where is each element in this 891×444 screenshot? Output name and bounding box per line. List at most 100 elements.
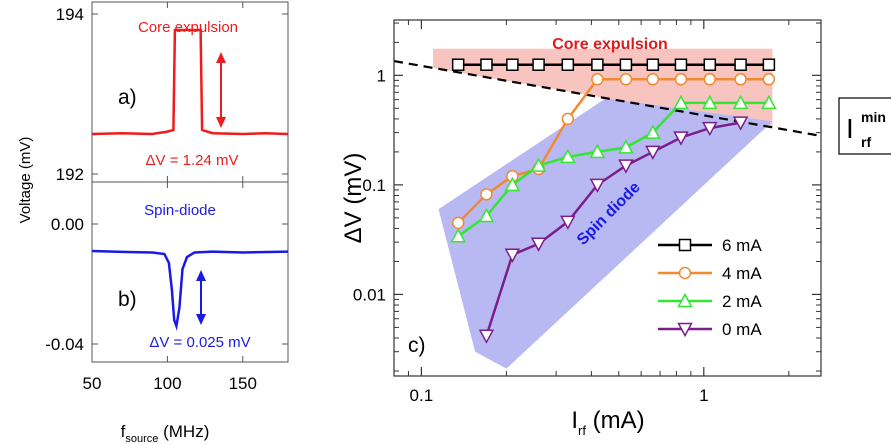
data-point: [734, 58, 747, 71]
panel-b-double-arrow: [196, 270, 206, 325]
legend-label: 4 mA: [722, 264, 762, 283]
data-point: [589, 178, 606, 193]
panel-ab-xtick-label: 100: [153, 374, 181, 393]
panel-b-yticks: 0.00 -0.04: [45, 215, 288, 354]
panel-b-annotation: ΔV = 0.025 mV: [149, 334, 250, 351]
panel-a-trace: [91, 28, 289, 136]
data-point: [506, 58, 519, 71]
data-point: [618, 159, 634, 174]
legend-label: 6 mA: [722, 236, 762, 255]
panel-b-frame: [91, 181, 289, 363]
data-point: [504, 176, 521, 192]
data-point: [451, 216, 465, 230]
panel-a: 194 192 Core expulsion a) ΔV = 1.24 mV: [56, 1, 289, 184]
data-point: [618, 139, 634, 154]
data-point: [646, 73, 660, 86]
panel-c: Core expulsion Spin diode 0.1 110.10.01 c…: [353, 19, 822, 405]
data-point: [561, 58, 575, 71]
legend-label: 2 mA: [722, 292, 762, 311]
panel-c-ytick-label: 0.01: [353, 285, 386, 304]
threshold-label-box: I min rf: [838, 97, 891, 155]
data-point: [480, 188, 493, 201]
legend-item: 4 mA: [658, 264, 762, 283]
panel-ab-xtick-label: 150: [229, 374, 257, 393]
legend-item: 6 mA: [658, 236, 762, 255]
panel-c-ylabel: ΔV (mV): [340, 153, 367, 244]
panel-c-ticks: 0.1 1 1 0.1 0.01: [353, 20, 821, 405]
data-point: [478, 329, 495, 344]
panel-c-label: c): [408, 334, 426, 357]
panel-a-double-arrow: [216, 52, 226, 128]
data-point: [560, 148, 576, 164]
series-line: [485, 121, 741, 337]
panel-a-yticks: 194 192: [56, 5, 288, 184]
panel-c-xtick-label: 1: [699, 386, 708, 405]
data-point: [591, 73, 604, 86]
data-point: [591, 58, 604, 71]
data-point: [645, 145, 661, 160]
legend-label: 0 mA: [722, 320, 762, 339]
data-point: [673, 131, 689, 146]
data-point: [504, 248, 521, 263]
panel-b-trace: [91, 249, 289, 331]
data-point: [532, 58, 545, 71]
data-point: [762, 73, 776, 86]
data-point: [703, 73, 717, 86]
data-point: [560, 215, 576, 230]
data-point: [451, 58, 465, 71]
legend-marker: [678, 266, 692, 280]
panel-ab-ylabel: Voltage (mV): [17, 137, 34, 224]
data-point: [450, 228, 466, 243]
data-point: [673, 94, 689, 110]
panel-a-ytick-label: 194: [56, 5, 84, 24]
series-2-ma: [450, 94, 777, 243]
threshold-label-sup: min: [861, 109, 886, 125]
data-point: [530, 157, 547, 172]
panel-b-xticks: 50 100 150: [83, 2, 257, 393]
core-expulsion-region-label: Core expulsion: [552, 36, 668, 53]
data-point: [761, 94, 777, 110]
panel-a-title: Core expulsion: [138, 19, 238, 36]
spin-diode-region: [438, 98, 773, 369]
panel-a-label: a): [118, 86, 137, 109]
data-point: [702, 121, 718, 137]
data-point: [619, 58, 633, 71]
legend-marker: [677, 322, 693, 338]
data-point: [674, 58, 688, 71]
data-point: [480, 58, 493, 71]
panel-b-label: b): [118, 288, 137, 311]
data-point: [645, 124, 661, 139]
data-point: [732, 94, 749, 110]
panel-c-series: [450, 58, 777, 344]
data-point: [732, 116, 749, 131]
threshold-line: [393, 59, 822, 137]
panel-b-ytick-label: -0.04: [45, 335, 84, 354]
panel-c-xtick-label: 0.1: [410, 386, 434, 405]
threshold-label-sub: rf: [861, 134, 871, 150]
panel-b: 0.00 -0.04 Spin-diode b) ΔV = 0.025 mV 50…: [45, 2, 289, 393]
legend: 6 mA 4 mA 2 mA 0 mA: [658, 236, 762, 339]
data-point: [702, 94, 718, 110]
panel-c-frame: [393, 19, 822, 377]
data-point: [530, 237, 547, 252]
data-point: [703, 58, 717, 71]
panel-ab-xlabel: fsource (MHz): [121, 422, 210, 444]
panel-b-title: Spin-diode: [144, 202, 216, 219]
panel-a-annotation: ΔV = 1.24 mV: [146, 152, 239, 169]
legend-item: 2 mA: [658, 292, 762, 311]
data-point: [561, 112, 575, 126]
series-6-ma: [451, 58, 776, 71]
series-0-ma: [478, 116, 749, 344]
panel-a-ytick-label: 192: [56, 165, 84, 184]
legend-item: 0 mA: [658, 320, 762, 339]
panel-c-ytick-label: 1: [377, 66, 386, 85]
data-point: [674, 73, 688, 86]
threshold-label: I: [846, 113, 854, 144]
data-point: [734, 73, 747, 86]
legend-marker: [677, 292, 693, 308]
data-point: [589, 143, 606, 159]
data-point: [646, 58, 660, 71]
data-point: [619, 73, 633, 86]
panel-ab-xtick-label: 50: [83, 374, 102, 393]
